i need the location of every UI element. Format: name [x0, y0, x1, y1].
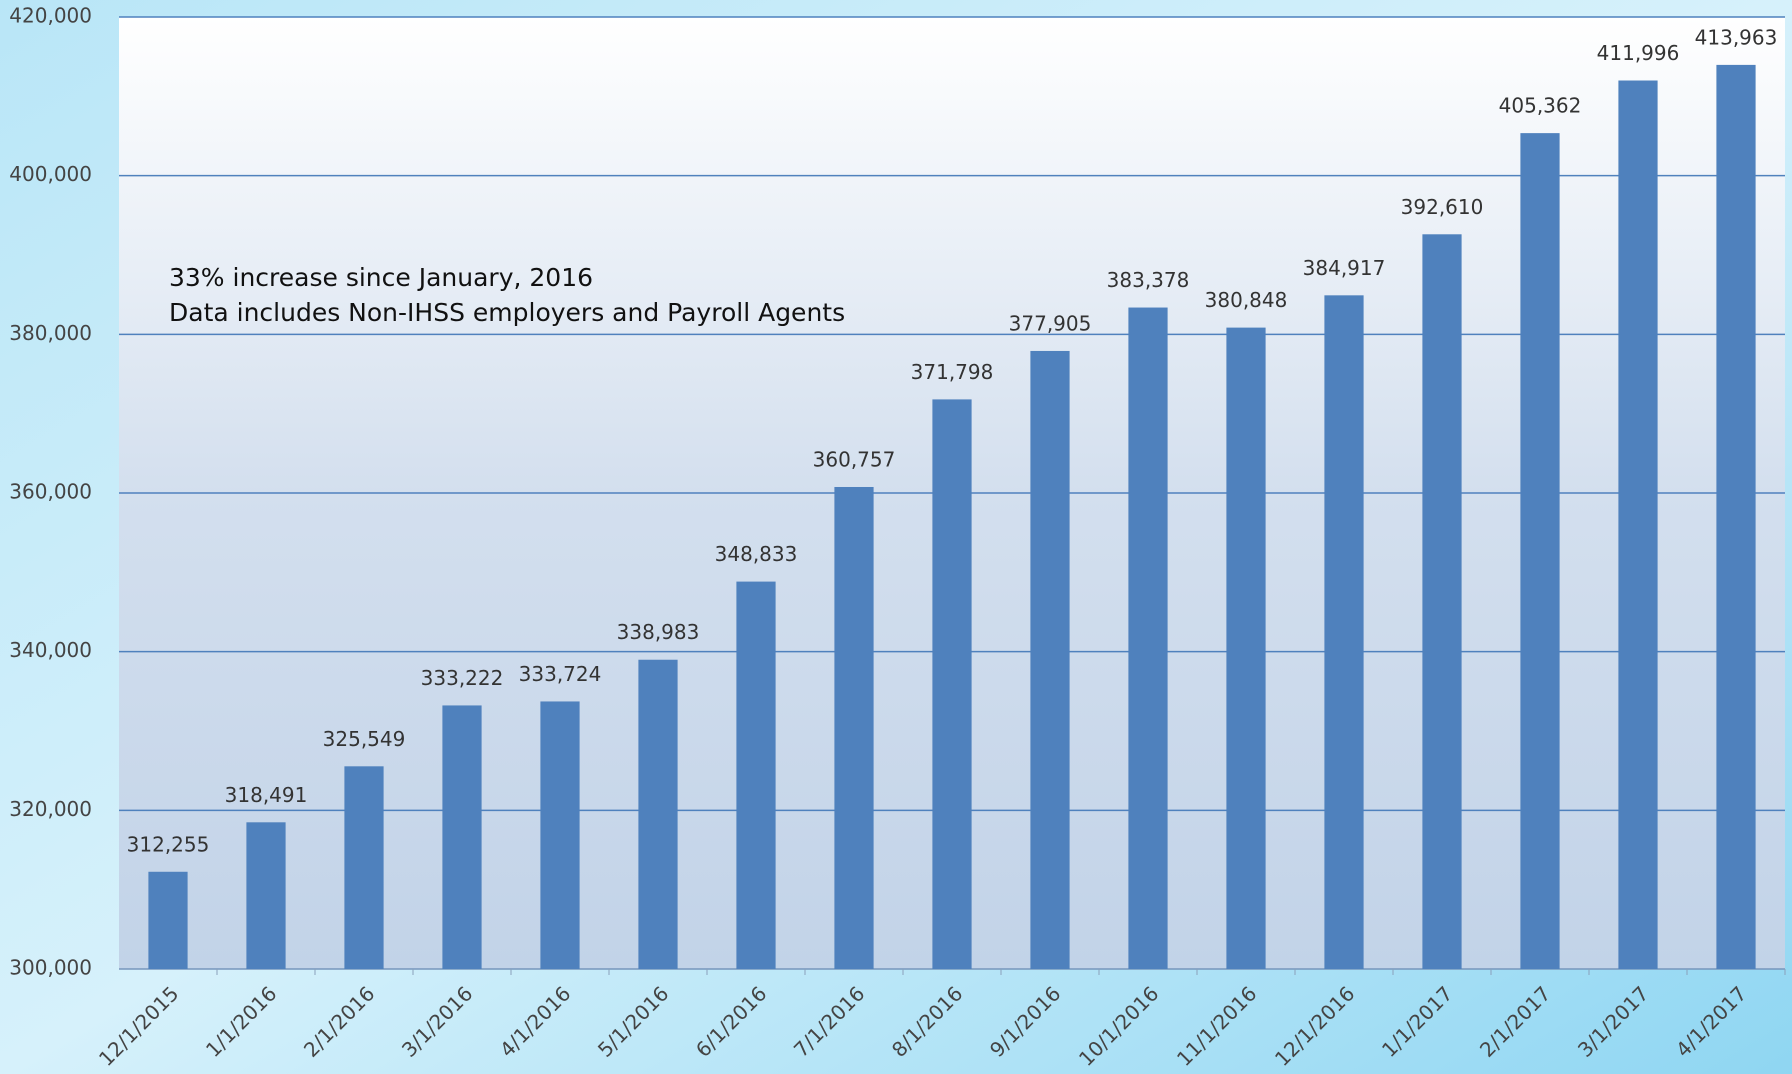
- bar: [932, 399, 972, 969]
- data-label: 380,848: [1205, 288, 1288, 312]
- bar: [736, 581, 776, 969]
- bar: [246, 822, 286, 969]
- bar: [1324, 295, 1364, 969]
- data-label: 312,255: [127, 832, 210, 856]
- data-label: 413,963: [1695, 25, 1778, 49]
- bar: [638, 659, 678, 969]
- bar: [1716, 64, 1756, 969]
- data-label: 392,610: [1401, 195, 1484, 219]
- data-label: 333,222: [421, 666, 504, 690]
- bar: [148, 871, 188, 969]
- data-label: 411,996: [1597, 41, 1680, 65]
- data-label: 338,983: [617, 620, 700, 644]
- y-tick-label: 380,000: [9, 321, 92, 345]
- data-label: 325,549: [323, 727, 406, 751]
- bar: [1618, 80, 1658, 969]
- data-label: 384,917: [1303, 256, 1386, 280]
- data-label: 405,362: [1499, 94, 1582, 118]
- y-tick-label: 400,000: [9, 162, 92, 186]
- y-tick-label: 420,000: [9, 4, 92, 28]
- y-tick-label: 360,000: [9, 480, 92, 504]
- annotation: 33% increase since January, 2016: [169, 263, 593, 292]
- data-label: 333,724: [519, 662, 602, 686]
- bar: [442, 705, 482, 969]
- bar: [1226, 327, 1266, 970]
- bar: [344, 766, 384, 969]
- y-tick-label: 320,000: [9, 797, 92, 821]
- bar: [1422, 234, 1462, 969]
- bar: [1128, 307, 1168, 969]
- data-label: 318,491: [225, 783, 308, 807]
- data-label: 360,757: [813, 447, 896, 471]
- bar: [1520, 133, 1560, 970]
- data-label: 377,905: [1009, 311, 1092, 335]
- data-label: 371,798: [911, 360, 994, 384]
- data-label: 383,378: [1107, 268, 1190, 292]
- bar: [1030, 350, 1070, 969]
- y-tick-label: 300,000: [9, 956, 92, 980]
- bar: [834, 486, 874, 969]
- annotation: Data includes Non-IHSS employers and Pay…: [169, 298, 845, 327]
- data-label: 348,833: [715, 542, 798, 566]
- bar: [540, 701, 580, 969]
- y-tick-label: 340,000: [9, 638, 92, 662]
